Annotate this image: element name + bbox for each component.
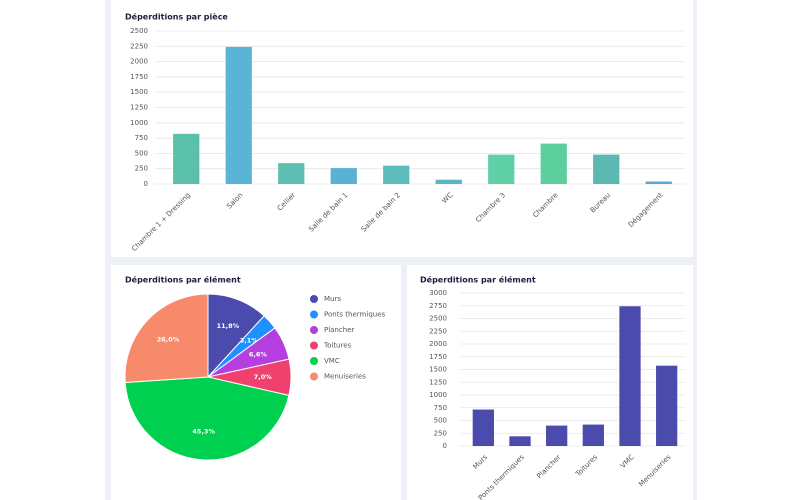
data-label: 7,0% <box>254 373 273 381</box>
legend-label: Ponts thermiques <box>324 311 386 319</box>
y-tick-label: 1000 <box>429 391 447 399</box>
legend-marker <box>310 295 318 303</box>
y-tick-label: 1750 <box>429 353 447 361</box>
data-label: 45,3% <box>192 428 215 436</box>
legend-marker <box>310 341 318 350</box>
y-tick-label: 500 <box>135 149 148 157</box>
pie-slice <box>124 293 209 384</box>
legend-label: VMC <box>324 357 340 365</box>
bar <box>582 424 604 446</box>
y-tick-label: 2000 <box>429 340 447 348</box>
y-tick-label: 2000 <box>130 58 148 66</box>
pie-slice <box>124 376 290 461</box>
legend-marker <box>310 326 318 334</box>
y-tick-label: 2750 <box>429 302 447 310</box>
y-tick-label: 1500 <box>429 366 447 374</box>
bar <box>645 181 672 184</box>
y-tick-label: 2250 <box>130 42 148 50</box>
chart-title: Déperditions par pièce <box>125 12 228 22</box>
card <box>111 0 693 257</box>
bar <box>509 436 531 446</box>
bar <box>593 154 620 184</box>
y-tick-label: 1750 <box>130 73 148 81</box>
bar <box>619 306 641 446</box>
legend-marker <box>310 357 318 365</box>
y-tick-label: 750 <box>434 404 447 412</box>
bar <box>173 133 200 184</box>
pie-slice <box>207 293 265 379</box>
y-tick-label: 1500 <box>130 88 148 96</box>
chart-title: Déperditions par élément <box>420 275 536 285</box>
y-tick-label: 1250 <box>130 104 148 112</box>
y-tick-label: 500 <box>434 417 447 425</box>
y-tick-label: 1000 <box>130 119 148 127</box>
y-tick-label: 250 <box>135 165 148 173</box>
bar <box>278 163 305 184</box>
y-tick-label: 750 <box>135 134 148 142</box>
data-label: 6,6% <box>249 350 268 358</box>
legend-label: Murs <box>324 295 341 303</box>
chart-title: Déperditions par élément <box>125 275 241 285</box>
data-label: 11,8% <box>217 322 240 330</box>
y-tick-label: 2250 <box>429 327 447 335</box>
legend-label: Plancher <box>324 326 354 334</box>
legend-label: Toitures <box>323 342 352 350</box>
y-tick-label: 2500 <box>130 27 148 35</box>
bar <box>472 409 494 446</box>
bar <box>488 154 515 184</box>
y-tick-label: 0 <box>144 180 148 188</box>
y-tick-label: 2500 <box>429 315 447 323</box>
bar <box>540 143 567 184</box>
bar <box>656 365 678 446</box>
legend-label: Menuiseries <box>324 373 366 381</box>
legend-marker <box>310 310 318 319</box>
legend-marker <box>310 372 318 381</box>
y-tick-label: 0 <box>443 442 447 450</box>
y-tick-label: 3000 <box>429 289 447 297</box>
data-label: 26,0% <box>157 336 180 344</box>
data-label: 3,1% <box>240 336 259 344</box>
bar <box>225 46 252 184</box>
y-tick-label: 250 <box>434 429 447 437</box>
y-tick-label: 1250 <box>429 378 447 386</box>
bar <box>435 179 462 184</box>
bar <box>546 425 568 446</box>
bar <box>330 168 357 184</box>
bar <box>383 165 410 184</box>
